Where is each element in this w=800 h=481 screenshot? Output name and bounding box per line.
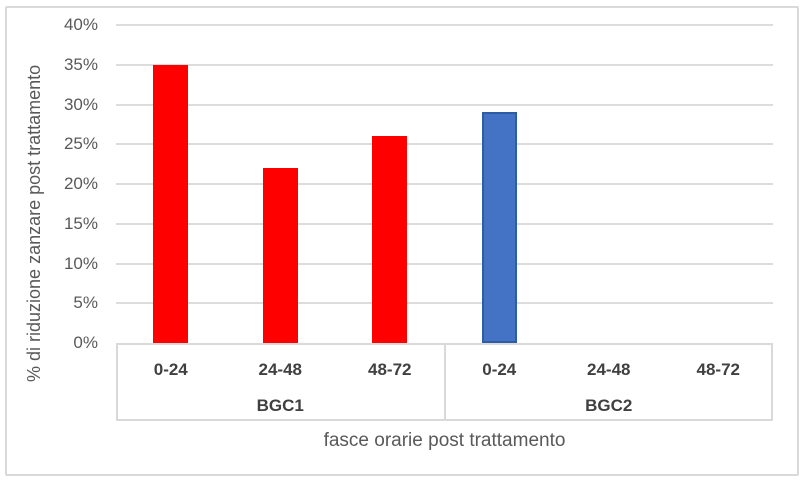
category-label: 48-72 (368, 360, 412, 379)
group-label-bgc2: BGC2 (585, 396, 633, 415)
gridline (116, 143, 773, 146)
bar-bgc1-24-48 (262, 168, 298, 343)
y-axis-tick-label: 25% (63, 134, 98, 154)
x-axis-title: fasce orarie post trattamento (323, 430, 566, 451)
bar-bgc1-48-72 (372, 136, 408, 343)
category-label: 48-72 (696, 360, 740, 379)
category-label: 0-24 (153, 360, 188, 379)
bar-bgc1-0-24 (153, 64, 189, 343)
gridline (116, 103, 773, 106)
group-label-bgc1: BGC1 (256, 396, 304, 415)
y-axis-tick-label: 10% (63, 253, 98, 273)
gridline (116, 24, 773, 26)
gridline (116, 222, 773, 225)
y-axis-tick-label: 15% (63, 213, 98, 233)
gridline (116, 183, 773, 185)
y-axis-tick-label: 40% (63, 15, 98, 34)
category-label: 24-48 (258, 360, 302, 379)
category-label: 24-48 (587, 360, 631, 379)
y-axis-tick-label: 35% (63, 54, 98, 74)
gridline (116, 302, 773, 305)
y-axis-tick-label: 20% (63, 174, 98, 193)
y-axis-title: % di riduzione zanzare post trattamento (24, 64, 44, 382)
gridline (116, 262, 773, 265)
bar-bgc2-0-24 (481, 112, 517, 343)
gridline (116, 63, 773, 66)
y-axis-tick-label: 30% (63, 94, 98, 114)
category-label: 0-24 (482, 360, 517, 379)
group-divider (443, 343, 446, 421)
y-axis-tick-label: 0% (73, 333, 98, 352)
y-axis-tick-label: 5% (73, 293, 98, 313)
